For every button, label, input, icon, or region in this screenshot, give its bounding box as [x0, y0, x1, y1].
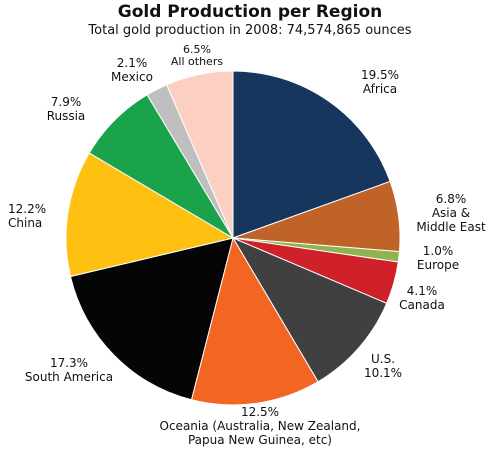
pie-slice-all-others	[166, 70, 234, 239]
pie-slice-africa	[232, 70, 391, 239]
pie-slice-u-s	[231, 236, 388, 383]
slice-label-asia-middle-east: 6.8% Asia & Middle East	[416, 192, 486, 234]
slice-label-canada: 4.1% Canada	[399, 284, 445, 312]
slice-label-africa: 19.5% Africa	[360, 68, 400, 96]
slice-label-us: U.S. 10.1%	[363, 352, 403, 380]
slice-label-oceania: 12.5% Oceania (Australia, New Zealand, P…	[159, 405, 361, 447]
slice-label-china: 12.2% China	[8, 202, 47, 230]
slice-label-mexico: 2.1% Mexico	[111, 56, 153, 84]
pie-slice-south-america	[69, 237, 234, 401]
slice-label-all-others: 6.5% All others	[170, 43, 224, 68]
slice-label-russia: 7.9% Russia	[46, 95, 86, 123]
chart-subtitle: Total gold production in 2008: 74,574,86…	[88, 23, 412, 38]
pie-slice-china	[65, 152, 235, 278]
slice-label-south-america: 17.3% South America	[24, 356, 114, 384]
pie-slice-oceania-australia-new-zealand-papua-new-guinea-etc	[190, 236, 319, 406]
chart-title: Gold Production per Region	[117, 2, 383, 22]
slice-label-europe: 1.0% Europe	[416, 244, 460, 272]
